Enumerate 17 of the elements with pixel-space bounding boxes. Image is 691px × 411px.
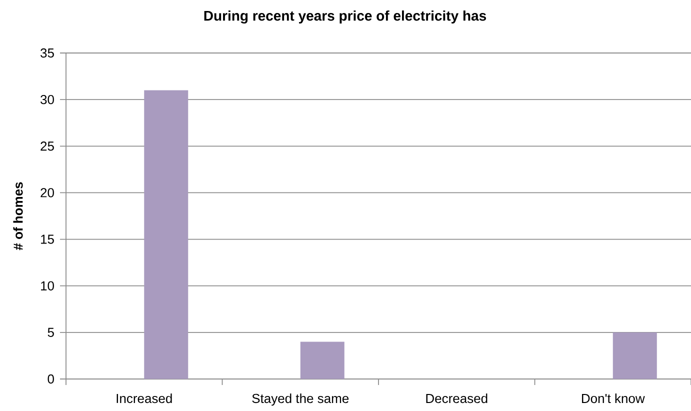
y-tick-label: 10 [41, 281, 54, 290]
y-tick-label: 15 [41, 234, 54, 244]
bar [144, 90, 188, 379]
y-tick-label: 5 [48, 328, 54, 337]
y-tick-label: 30 [40, 94, 54, 104]
y-tick-label: 0 [48, 374, 54, 384]
y-axis-title: # of homes [13, 182, 23, 250]
chart-title: During recent years price of electricity has [204, 10, 486, 24]
bar [612, 332, 657, 379]
x-tick-label: Stayed the same [252, 394, 349, 406]
y-tick-label: 20 [40, 188, 54, 198]
bar [300, 342, 344, 379]
y-tick-label: 35 [40, 48, 54, 58]
x-tick-label: Decreased [426, 394, 488, 404]
x-tick-label: Don't know [582, 394, 645, 404]
y-tick-label: 25 [40, 142, 54, 151]
x-tick-label: Increased [116, 394, 172, 404]
